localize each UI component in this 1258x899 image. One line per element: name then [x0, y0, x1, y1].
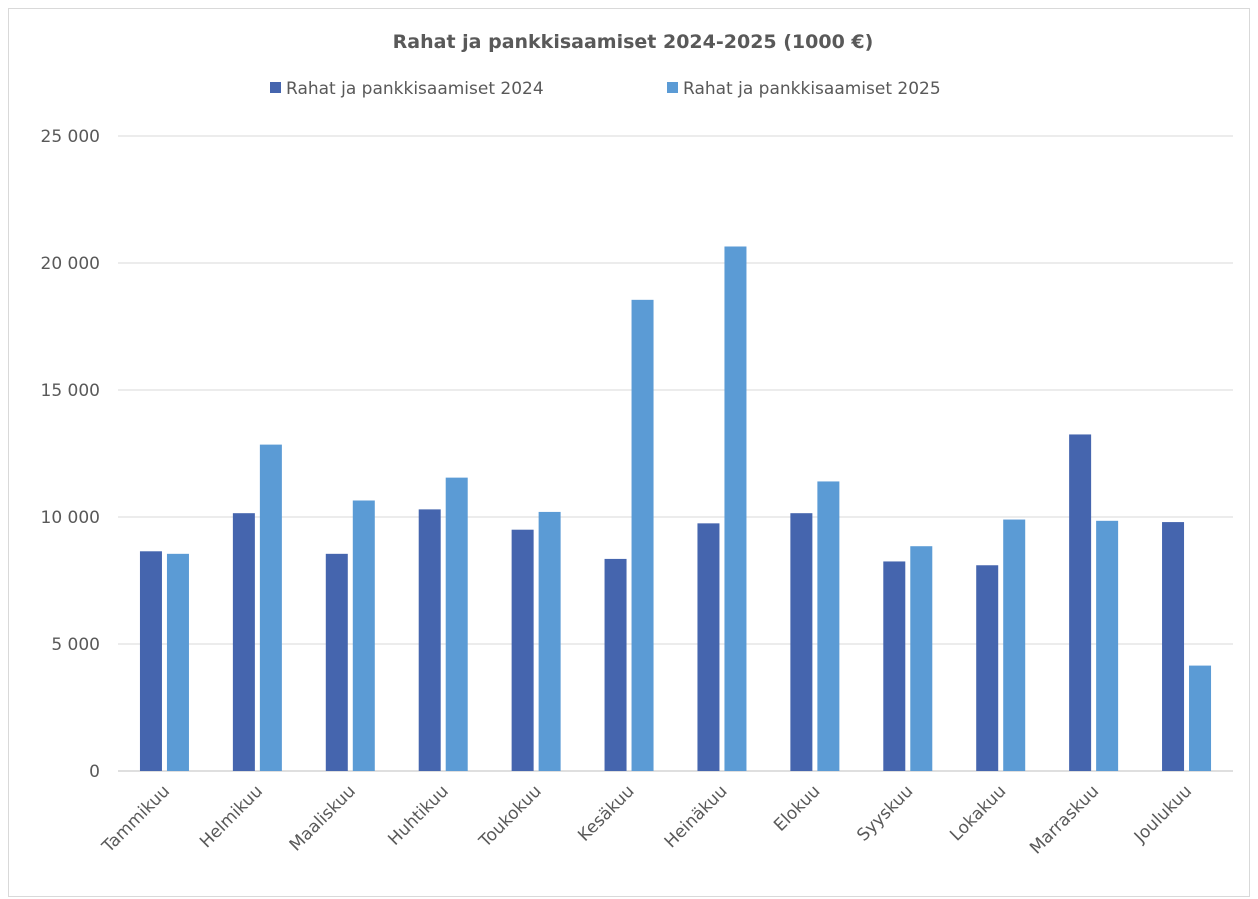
bar-2024-marraskuu [1069, 434, 1092, 771]
bar-2024-elokuu [790, 513, 813, 771]
bar-2025-tammikuu [166, 553, 189, 771]
bar-2024-kesäkuu [604, 558, 627, 771]
bar-2024-heinäkuu [697, 523, 720, 771]
bar-2025-elokuu [817, 481, 840, 771]
legend: Rahat ja pankkisaamiset 2024 Rahat ja pa… [270, 79, 941, 99]
bar-2025-marraskuu [1096, 520, 1119, 771]
x-category-label: Elokuu [770, 781, 824, 835]
x-axis-categories: Tammikuu Helmikuu Maaliskuu Huhtikuu Toukoku… [98, 781, 1196, 858]
legend-label-2025: Rahat ja pankkisaamiset 2025 [683, 79, 941, 99]
x-category-label: Huhtikuu [384, 781, 452, 849]
bar-2025-joulukuu [1189, 665, 1212, 771]
y-tick-label: 15 000 [41, 381, 100, 401]
bar-2025-heinäkuu [724, 246, 747, 772]
x-category-label: Toukokuu [475, 781, 546, 852]
bar-2025-syyskuu [910, 546, 933, 771]
bar-2025-kesäkuu [631, 299, 654, 771]
x-category-label: Joulukuu [1130, 781, 1196, 847]
x-category-label: Helmikuu [196, 781, 267, 852]
bar-2024-syyskuu [883, 561, 906, 771]
x-category-label: Maaliskuu [286, 781, 360, 855]
y-tick-label: 10 000 [41, 508, 100, 528]
bars [139, 246, 1212, 772]
gridlines [118, 135, 1233, 772]
bar-2024-helmikuu [232, 513, 255, 771]
y-axis-ticks: 0 5 000 10 000 15 000 20 000 25 000 [41, 127, 100, 782]
bar-2024-joulukuu [1162, 522, 1185, 771]
legend-swatch-2024 [270, 82, 281, 93]
chart-title: Rahat ja pankkisaamiset 2024-2025 (1000 … [393, 31, 874, 53]
bar-2024-huhtikuu [418, 509, 441, 771]
bar-2024-lokakuu [976, 565, 999, 771]
x-category-label: Syyskuu [853, 781, 917, 845]
x-category-label: Tammikuu [98, 781, 174, 857]
bar-2025-helmikuu [259, 444, 282, 771]
x-category-label: Heinäkuu [661, 781, 732, 852]
bar-2025-huhtikuu [445, 477, 468, 771]
bar-2025-lokakuu [1003, 519, 1026, 771]
x-category-label: Marraskuu [1026, 781, 1103, 858]
bar-2024-toukokuu [511, 529, 534, 771]
x-category-label: Kesäkuu [574, 781, 638, 845]
legend-swatch-2025 [667, 82, 678, 93]
chart-frame [8, 8, 1250, 897]
bar-2025-maaliskuu [352, 500, 375, 771]
y-tick-label: 20 000 [41, 254, 100, 274]
y-tick-label: 5 000 [51, 635, 100, 655]
bar-2025-toukokuu [538, 511, 561, 771]
legend-label-2024: Rahat ja pankkisaamiset 2024 [286, 79, 544, 99]
x-category-label: Lokakuu [946, 781, 1010, 845]
y-tick-label: 25 000 [41, 127, 100, 147]
bar-2024-tammikuu [139, 551, 162, 771]
bar-2024-maaliskuu [325, 553, 348, 771]
y-tick-label: 0 [89, 762, 100, 782]
